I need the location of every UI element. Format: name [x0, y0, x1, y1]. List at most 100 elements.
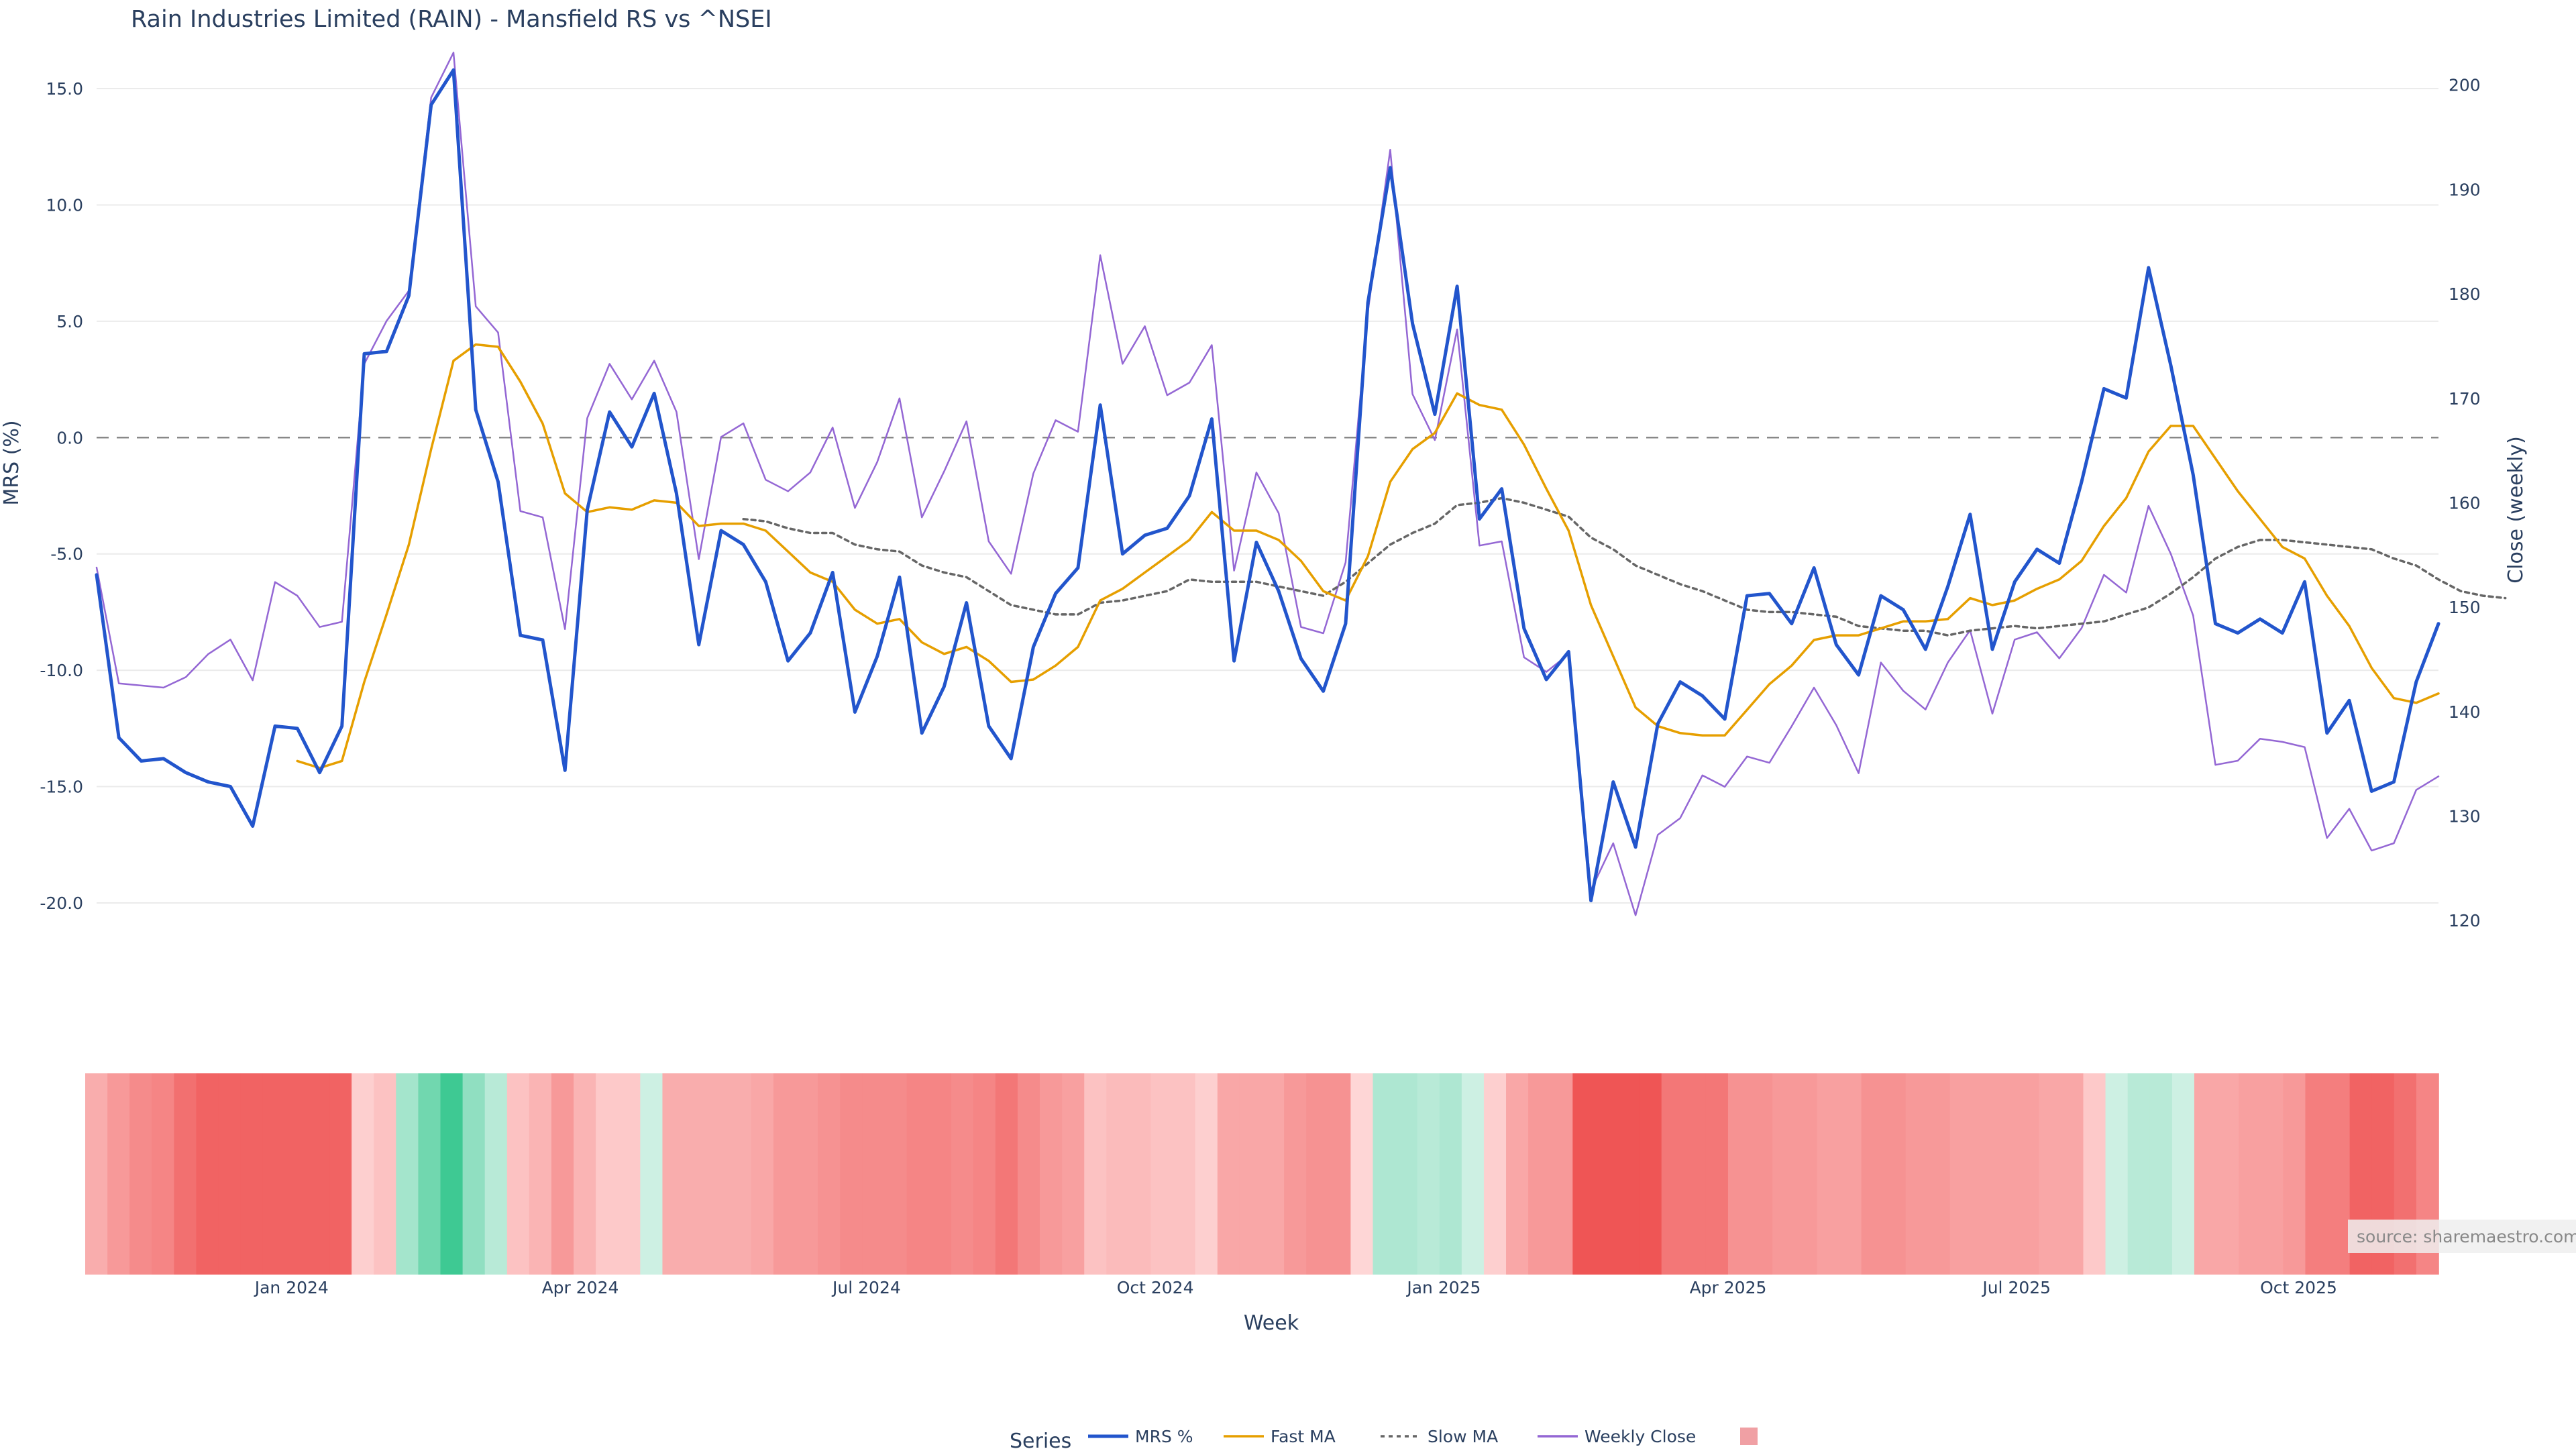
heatmap-cell: [729, 1073, 752, 1275]
heatmap-cell: [240, 1073, 264, 1275]
series-lines: [95, 52, 2507, 916]
heatmap-cell: [1128, 1073, 1152, 1275]
y-tick-label: -20.0: [40, 894, 83, 913]
series-line-fast-ma: [296, 343, 2440, 769]
heatmap-cell: [751, 1073, 774, 1275]
legend-label-fast-ma: Fast MA: [1271, 1427, 1336, 1446]
heatmap-cell: [2194, 1073, 2217, 1275]
heatmap-cell: [1328, 1073, 1352, 1275]
heatmap-cell: [1528, 1073, 1552, 1275]
heatmap-cell: [1794, 1073, 1818, 1275]
heatmap-cell: [2083, 1073, 2106, 1275]
heatmap-cell: [152, 1073, 175, 1275]
heatmap-cell: [1395, 1073, 1418, 1275]
legend-swatch-heatmap: [1740, 1428, 1758, 1445]
y2-tick-label: 130: [2449, 806, 2481, 826]
y-tick-label: 10.0: [46, 195, 83, 215]
heatmap-cell: [440, 1073, 464, 1275]
heatmap-cell: [596, 1073, 619, 1275]
heatmap-cell: [129, 1073, 153, 1275]
y-tick-label: -15.0: [40, 777, 83, 797]
heatmap-cell: [307, 1073, 330, 1275]
heatmap-cell: [1661, 1073, 1684, 1275]
heatmap-cell: [796, 1073, 818, 1275]
heatmap-cell: [262, 1073, 286, 1275]
heatmap-cell: [884, 1073, 908, 1275]
heatmap-cell: [484, 1073, 508, 1275]
y-tick-label: -5.0: [50, 545, 83, 564]
heatmap-cell: [706, 1073, 730, 1275]
heatmap-cell: [1972, 1073, 1995, 1275]
y-axis-ticks: 15.0 10.0 5.0 0.0 -5.0 -10.0 -15.0 -20.0: [40, 79, 83, 913]
heatmap-cell: [1595, 1073, 1618, 1275]
heatmap-cell: [2327, 1073, 2351, 1275]
x-tick-label: Apr 2025: [1690, 1278, 1767, 1297]
heatmap-cell: [928, 1073, 952, 1275]
y2-tick-label: 170: [2449, 389, 2481, 409]
y-tick-label: 15.0: [46, 79, 83, 99]
grid-lines: [97, 88, 2438, 904]
heatmap-cell: [1927, 1073, 1951, 1275]
legend-label-slow-ma: Slow MA: [1428, 1427, 1498, 1446]
heatmap-cell: [1439, 1073, 1462, 1275]
heatmap-cell: [2305, 1073, 2328, 1275]
source-badge: source: sharemaestro.com: [2348, 1220, 2576, 1253]
heatmap-cell: [995, 1073, 1018, 1275]
x-axis-ticks: Jan 2024 Apr 2024 Jul 2024 Oct 2024 Jan 2025…: [254, 1278, 2337, 1297]
mrs-heatmap-strip: [85, 1073, 2439, 1275]
y-tick-label: -10.0: [40, 661, 83, 680]
y2-tick-label: 150: [2449, 598, 2481, 617]
heatmap-cell: [462, 1073, 486, 1275]
y2-tick-label: 200: [2449, 76, 2481, 95]
y2-tick-label: 140: [2449, 702, 2481, 722]
heatmap-cell: [1705, 1073, 1729, 1275]
heatmap-cell: [1461, 1073, 1485, 1275]
heatmap-cell: [640, 1073, 663, 1275]
heatmap-cell: [1861, 1073, 1884, 1275]
heatmap-cell: [2239, 1073, 2262, 1275]
heatmap-cell: [1994, 1073, 2017, 1275]
heatmap-cell: [973, 1073, 996, 1275]
heatmap-cell: [1150, 1073, 1174, 1275]
series-line-slow-ma: [742, 496, 2507, 637]
heatmap-cell: [1617, 1073, 1640, 1275]
heatmap-cell: [1750, 1073, 1773, 1275]
heatmap-cell: [2039, 1073, 2062, 1275]
heatmap-cell: [1639, 1073, 1662, 1275]
heatmap-cell: [374, 1073, 397, 1275]
chart-title: Rain Industries Limited (RAIN) - Mansfie…: [131, 6, 772, 33]
heatmap-cell: [1306, 1073, 1330, 1275]
heatmap-cell: [618, 1073, 641, 1275]
heatmap-cell: [1262, 1073, 1285, 1275]
heatmap-cell: [284, 1073, 308, 1275]
heatmap-cell: [2105, 1073, 2129, 1275]
heatmap-cell: [329, 1073, 352, 1275]
heatmap-cell: [1106, 1073, 1130, 1275]
heatmap-cell: [551, 1073, 574, 1275]
series-line-mrs: [95, 68, 2440, 902]
heatmap-cell: [2216, 1073, 2239, 1275]
heatmap-cell: [862, 1073, 885, 1275]
heatmap-cell: [1483, 1073, 1507, 1275]
heatmap-cell: [1173, 1073, 1196, 1275]
y2-tick-label: 190: [2449, 180, 2481, 199]
heatmap-cell: [1040, 1073, 1063, 1275]
heatmap-cell: [1506, 1073, 1529, 1275]
heatmap-cell: [1373, 1073, 1396, 1275]
heatmap-cell: [1550, 1073, 1574, 1275]
heatmap-cell: [396, 1073, 419, 1275]
x-tick-label: Jul 2025: [1981, 1278, 2051, 1297]
x-axis-title: Week: [1244, 1311, 1299, 1335]
heatmap-cell: [1062, 1073, 1085, 1275]
heatmap-cell: [906, 1073, 930, 1275]
heatmap-cell: [2171, 1073, 2195, 1275]
heatmap-cell: [506, 1073, 530, 1275]
series-line-weekly-close: [95, 52, 2440, 916]
heatmap-cell: [1683, 1073, 1707, 1275]
heatmap-cell: [1905, 1073, 1929, 1275]
heatmap-cell: [1883, 1073, 1907, 1275]
heatmap-cell: [1572, 1073, 1596, 1275]
x-tick-label: Apr 2024: [542, 1278, 619, 1297]
heatmap-cell: [2283, 1073, 2306, 1275]
